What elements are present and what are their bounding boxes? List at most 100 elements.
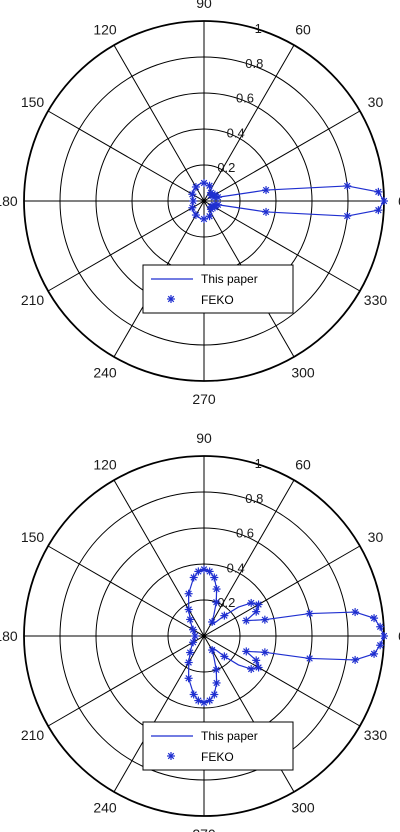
feko-marker	[184, 674, 193, 683]
feko-marker	[189, 625, 198, 634]
feko-marker	[351, 608, 360, 617]
feko-marker	[380, 632, 388, 640]
feko-marker	[188, 190, 197, 199]
feko-marker	[186, 615, 195, 624]
feko-marker	[374, 206, 383, 215]
angle-tick-label: 180	[0, 193, 18, 209]
feko-marker	[212, 678, 221, 687]
feko-marker	[200, 179, 208, 187]
feko-marker	[262, 207, 271, 216]
angle-tick-label: 330	[364, 292, 388, 308]
angle-tick-label: 120	[93, 22, 117, 38]
angle-tick-label: 30	[368, 94, 384, 110]
angle-tick-label: 300	[291, 799, 315, 815]
feko-marker	[212, 585, 221, 594]
feko-marker	[262, 186, 271, 195]
feko-marker	[370, 614, 379, 623]
feko-marker	[188, 203, 197, 212]
polar-chart-2: 0 30 60 90 120 150 180 210 240 270 300 330 0.2 0.4 0.6…	[0, 430, 400, 832]
feko-marker	[200, 698, 208, 707]
radial-tick-label: 0.8	[245, 56, 263, 71]
grid-spoke	[47, 110, 361, 292]
feko-marker	[370, 649, 379, 658]
feko-marker	[210, 690, 219, 699]
feko-marker	[191, 182, 200, 191]
legend-marker-swatch	[167, 752, 175, 760]
feko-marker	[247, 598, 256, 607]
feko-marker	[191, 632, 199, 640]
angle-tick-label: 240	[93, 364, 117, 380]
legend: This paper FEKO	[142, 721, 294, 771]
feko-marker	[260, 648, 269, 657]
radial-tick-label: 1	[255, 21, 262, 36]
feko-marker	[242, 647, 251, 656]
feko-marker	[305, 654, 314, 663]
feko-marker	[208, 617, 217, 626]
feko-marker	[252, 607, 261, 616]
legend-box	[142, 264, 294, 314]
feko-marker	[212, 665, 221, 674]
feko-marker	[376, 641, 385, 650]
feko-marker	[191, 211, 200, 220]
legend: This paper FEKO	[142, 264, 294, 314]
feko-marker	[200, 215, 208, 223]
legend-label-feko: FEKO	[201, 293, 234, 307]
radial-tick-label: 0.8	[245, 491, 263, 506]
feko-marker	[194, 567, 203, 576]
feko-marker	[351, 655, 360, 664]
feko-marker	[184, 658, 193, 667]
angle-tick-label: 300	[291, 364, 315, 380]
feko-marker	[206, 188, 215, 197]
radial-tick-label: 0.6	[236, 526, 254, 541]
feko-marker	[376, 622, 385, 631]
feko-marker	[189, 690, 198, 699]
feko-marker	[189, 573, 198, 582]
angle-tick-label: 270	[192, 391, 216, 407]
legend-marker-swatch	[167, 295, 175, 303]
feko-marker	[212, 598, 221, 607]
angle-tick-label: 120	[93, 457, 117, 473]
legend-box	[142, 721, 294, 771]
feko-marker	[305, 609, 314, 618]
feko-marker	[260, 615, 269, 624]
feko-marker	[186, 648, 195, 657]
feko-marker	[252, 656, 261, 665]
radial-tick-label: 0.2	[217, 595, 235, 610]
feko-marker	[184, 589, 193, 598]
feko-marker	[220, 611, 229, 620]
angle-tick-label: 60	[295, 22, 311, 38]
angle-tick-label: 150	[21, 529, 45, 545]
feko-marker	[242, 616, 251, 625]
feko-marker	[189, 638, 198, 647]
series-markers-feko	[188, 179, 388, 223]
angle-tick-label: 210	[21, 727, 45, 743]
radial-tick-label: 1	[255, 456, 262, 471]
angle-tick-label: 90	[196, 0, 212, 11]
feko-marker	[380, 197, 388, 205]
angle-tick-label: 0	[398, 628, 400, 644]
feko-marker	[205, 696, 214, 705]
feko-marker	[213, 200, 222, 209]
radial-tick-label: 0.4	[227, 125, 245, 140]
legend-label-feko: FEKO	[201, 750, 234, 764]
feko-marker	[247, 665, 256, 674]
radial-tick-label: 0.2	[217, 160, 235, 175]
polar-chart-1: 0 30 60 90 120 150 180 210 240 270 300 330 0.2 0.4 0.6…	[0, 0, 400, 407]
angle-tick-label: 240	[93, 799, 117, 815]
angle-tick-label: 210	[21, 292, 45, 308]
angle-tick-label: 330	[364, 727, 388, 743]
feko-marker	[184, 605, 193, 614]
angle-tick-label: 150	[21, 94, 45, 110]
feko-marker	[208, 646, 217, 655]
feko-marker	[254, 600, 263, 609]
feko-marker	[220, 652, 229, 661]
series-markers-feko	[184, 565, 388, 707]
feko-marker	[205, 212, 214, 221]
feko-marker	[205, 181, 214, 190]
legend-label-this-paper: This paper	[201, 729, 258, 743]
radial-tick-label: 0.4	[227, 560, 245, 575]
angle-tick-label: 270	[192, 826, 216, 832]
feko-marker	[210, 573, 219, 582]
feko-marker	[374, 187, 383, 196]
